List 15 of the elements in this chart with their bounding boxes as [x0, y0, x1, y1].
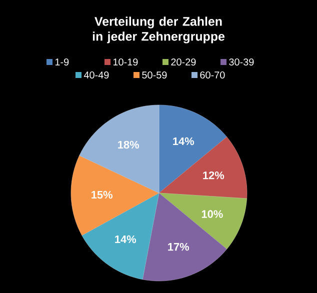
data-label: 14% [173, 137, 194, 146]
data-label: 10% [202, 210, 223, 218]
data-label: 18% [118, 140, 140, 149]
chart-title: Verteilung der Zahlen in jeder Zehnergruppe [92, 16, 225, 44]
legend-label: 60-70 [200, 71, 225, 79]
data-label: 14% [115, 235, 136, 244]
data-label: 17% [168, 242, 190, 251]
data-label: 12% [203, 171, 224, 180]
legend-label: 50-59 [142, 71, 167, 79]
legend-label: 40-49 [84, 71, 109, 79]
data-label: 15% [92, 190, 113, 199]
legend-label: 30-39 [229, 58, 254, 66]
legend-label: 10-19 [113, 58, 138, 66]
legend-label: 1-9 [55, 58, 69, 66]
legend-label: 20-29 [171, 58, 196, 66]
